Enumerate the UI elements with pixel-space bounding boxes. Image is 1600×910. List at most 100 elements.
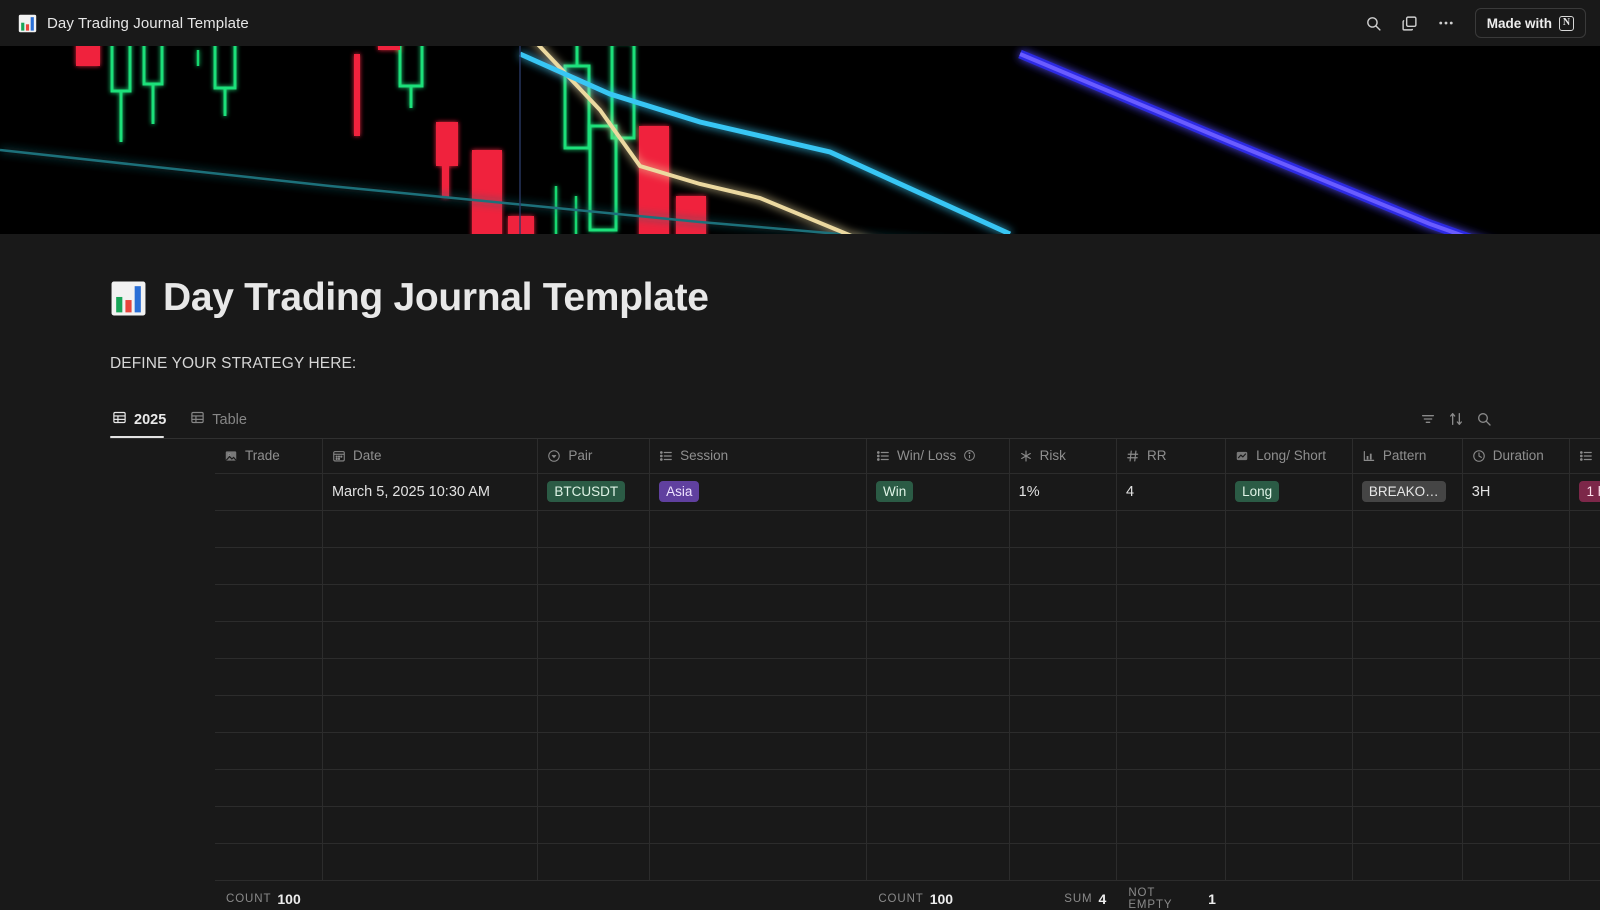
cell-empty[interactable] [1009, 769, 1117, 807]
table-row[interactable] [215, 732, 1600, 770]
cell-empty[interactable] [1116, 843, 1227, 881]
cell-empty[interactable] [215, 806, 323, 844]
cell-empty[interactable] [1009, 621, 1117, 659]
cell-empty[interactable] [1225, 769, 1353, 807]
cell-empty[interactable] [1569, 547, 1600, 585]
table-row[interactable] [215, 658, 1600, 696]
cell-empty[interactable] [649, 547, 867, 585]
cell-risk[interactable]: 1% [1009, 473, 1117, 511]
cell-empty[interactable] [1116, 732, 1227, 770]
cell-empty[interactable] [1116, 806, 1227, 844]
cell-date[interactable]: March 5, 2025 10:30 AM [322, 473, 539, 511]
cell-empty[interactable] [322, 769, 539, 807]
cell-timeframe[interactable]: 1 hour [1569, 473, 1600, 511]
filter-icon[interactable] [1420, 411, 1436, 432]
cell-empty[interactable] [322, 510, 539, 548]
cell-empty[interactable] [1009, 547, 1117, 585]
cell-empty[interactable] [1352, 806, 1463, 844]
cell-empty[interactable] [322, 732, 539, 770]
cell-empty[interactable] [866, 695, 1010, 733]
view-tab-table[interactable]: Table [188, 407, 255, 438]
column-header-win-loss[interactable]: Win/ Loss [866, 439, 1010, 474]
cell-empty[interactable] [1009, 658, 1117, 696]
cell-empty[interactable] [1462, 732, 1571, 770]
cell-empty[interactable] [322, 843, 539, 881]
cell-empty[interactable] [866, 510, 1010, 548]
aggregate-timeframe[interactable] [1571, 881, 1600, 910]
column-header-pair[interactable]: Pair [537, 439, 651, 474]
cell-empty[interactable] [1116, 695, 1227, 733]
cell-empty[interactable] [322, 806, 539, 844]
made-with-notion-button[interactable]: Made with N [1474, 8, 1586, 38]
cell-empty[interactable] [322, 658, 539, 696]
cell-empty[interactable] [215, 732, 323, 770]
cell-empty[interactable] [1225, 658, 1353, 696]
cell-empty[interactable] [1569, 732, 1600, 770]
cell-empty[interactable] [866, 769, 1010, 807]
aggregate-session[interactable] [649, 881, 867, 910]
cell-empty[interactable] [649, 732, 867, 770]
cell-empty[interactable] [866, 547, 1010, 585]
cell-empty[interactable] [215, 658, 323, 696]
cell-empty[interactable] [1569, 584, 1600, 622]
cell-empty[interactable] [1225, 621, 1353, 659]
cell-empty[interactable] [649, 843, 867, 881]
cell-empty[interactable] [1116, 658, 1227, 696]
cell-empty[interactable] [537, 584, 651, 622]
info-icon[interactable] [963, 449, 976, 462]
cell-empty[interactable] [1009, 806, 1117, 844]
cell-empty[interactable] [1225, 843, 1353, 881]
table-row[interactable] [215, 806, 1600, 844]
sort-icon[interactable] [1448, 411, 1464, 432]
view-tab-2025[interactable]: 2025 [110, 407, 174, 438]
aggregate-duration[interactable] [1463, 881, 1571, 910]
table-row[interactable] [215, 769, 1600, 807]
cell-empty[interactable] [1462, 695, 1571, 733]
table-row[interactable] [215, 584, 1600, 622]
cell-empty[interactable] [1462, 658, 1571, 696]
cell-empty[interactable] [215, 695, 323, 733]
table-row[interactable] [215, 510, 1600, 548]
cell-empty[interactable] [1225, 584, 1353, 622]
cell-empty[interactable] [866, 843, 1010, 881]
cell-empty[interactable] [215, 769, 323, 807]
cell-empty[interactable] [537, 695, 651, 733]
cell-empty[interactable] [1009, 695, 1117, 733]
cell-empty[interactable] [1462, 547, 1571, 585]
cell-empty[interactable] [537, 843, 651, 881]
cell-empty[interactable] [649, 695, 867, 733]
aggregate-pattern[interactable] [1353, 881, 1463, 910]
cell-empty[interactable] [1462, 584, 1571, 622]
cell-empty[interactable] [1225, 806, 1353, 844]
cell-empty[interactable] [1352, 510, 1463, 548]
more-options-icon[interactable] [1431, 8, 1461, 38]
search-icon[interactable] [1476, 411, 1492, 432]
cell-empty[interactable] [1352, 732, 1463, 770]
table-row[interactable] [215, 843, 1600, 881]
cell-empty[interactable] [537, 621, 651, 659]
cell-empty[interactable] [1352, 769, 1463, 807]
cell-empty[interactable] [1569, 621, 1600, 659]
cell-empty[interactable] [215, 547, 323, 585]
cell-empty[interactable] [649, 806, 867, 844]
cell-empty[interactable] [537, 732, 651, 770]
cell-empty[interactable] [537, 510, 651, 548]
table-row[interactable] [215, 547, 1600, 585]
cover-image[interactable] [0, 46, 1600, 234]
cell-empty[interactable] [1225, 510, 1353, 548]
cell-pair[interactable]: BTCUSDT [537, 473, 651, 511]
cell-empty[interactable] [1009, 510, 1117, 548]
aggregate-date[interactable] [323, 881, 538, 910]
table-row[interactable] [215, 621, 1600, 659]
cell-empty[interactable] [1462, 510, 1571, 548]
cell-empty[interactable] [866, 732, 1010, 770]
cell-empty[interactable] [537, 547, 651, 585]
cell-empty[interactable] [1569, 806, 1600, 844]
aggregate-long-short[interactable] [1227, 881, 1354, 910]
cell-empty[interactable] [649, 658, 867, 696]
top-bar-identity[interactable]: Day Trading Journal Template [18, 14, 249, 33]
aggregate-rr[interactable]: NOT EMPTY 1 [1117, 881, 1227, 910]
cell-empty[interactable] [1462, 769, 1571, 807]
cell-empty[interactable] [1462, 621, 1571, 659]
cell-empty[interactable] [1225, 547, 1353, 585]
